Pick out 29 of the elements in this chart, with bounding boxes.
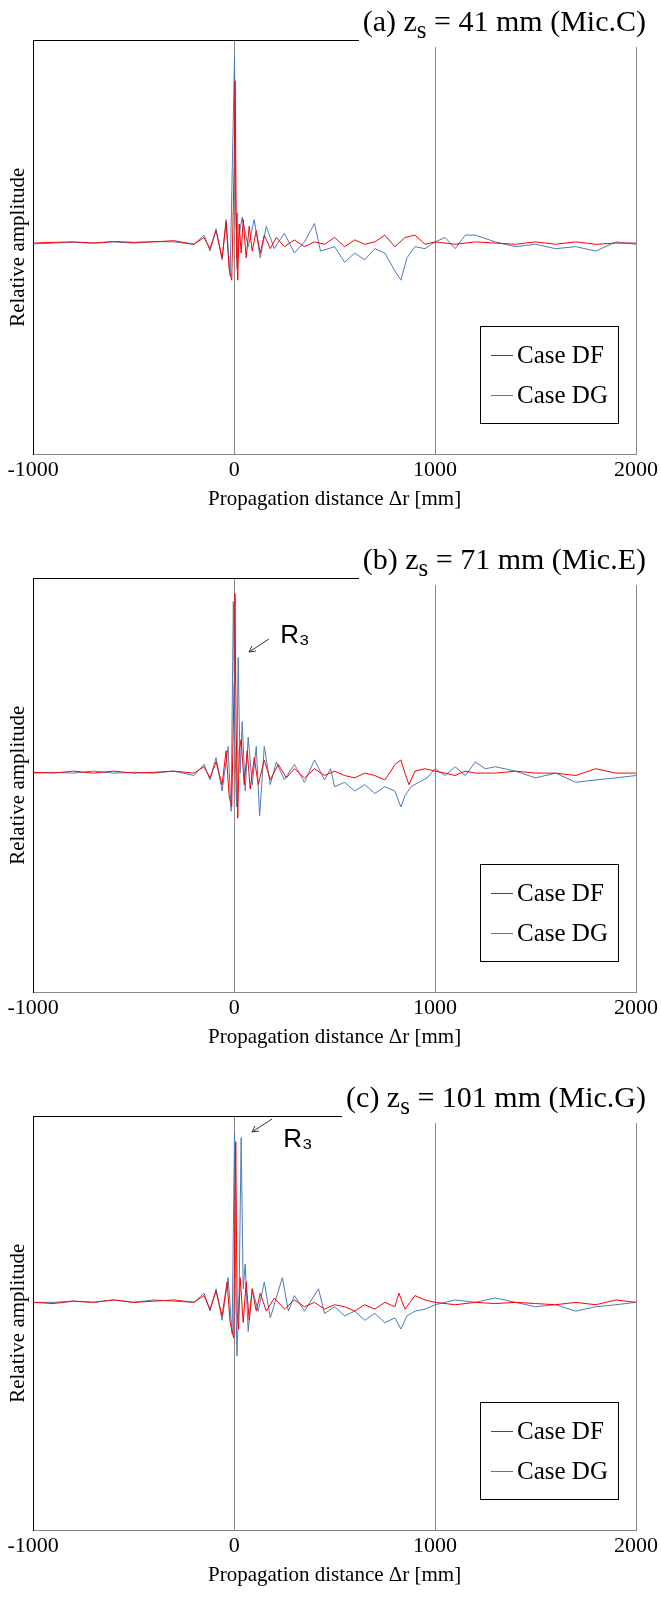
- annotation: R₃: [283, 1122, 313, 1153]
- legend-label: Case DF: [517, 878, 604, 909]
- y-axis-title: Relative amplitude: [5, 1243, 30, 1403]
- legend-label: Case DG: [517, 380, 608, 411]
- x-tick-label: 1000: [413, 1532, 458, 1558]
- y-axis-title: Relative amplitude: [5, 705, 30, 865]
- x-tick-label: 1000: [413, 994, 458, 1020]
- x-tick-label: -1000: [7, 1532, 59, 1558]
- x-axis-title: Propagation distance Δr [mm]: [208, 485, 462, 510]
- chart-title: (b) z$_{s}$ = 71 mm (Mic.E): [358, 542, 650, 585]
- x-tick-label: -1000: [7, 994, 59, 1020]
- x-tick-label: 2000: [614, 1532, 658, 1558]
- x-tick-label: -1000: [7, 456, 59, 482]
- x-tick-label: 0: [228, 994, 240, 1020]
- x-axis-title: Propagation distance Δr [mm]: [208, 1561, 462, 1586]
- legend-label: Case DF: [517, 1416, 604, 1447]
- x-tick-label: 1000: [413, 456, 458, 482]
- x-tick-label: 2000: [614, 456, 658, 482]
- x-tick-label: 0: [228, 456, 240, 482]
- annotation: R₃: [280, 618, 310, 649]
- legend-label: Case DG: [517, 1456, 608, 1487]
- chart-title: (a) z$_{s}$ = 41 mm (Mic.C): [358, 4, 650, 47]
- chart-title: (c) z$_{s}$ = 101 mm (Mic.G): [342, 1080, 650, 1123]
- legend-label: Case DF: [517, 340, 604, 371]
- legend-label: Case DG: [517, 918, 608, 949]
- y-axis-title: Relative amplitude: [5, 167, 30, 327]
- x-tick-label: 0: [228, 1532, 240, 1558]
- x-tick-label: 2000: [614, 994, 658, 1020]
- x-axis-title: Propagation distance Δr [mm]: [208, 1023, 462, 1048]
